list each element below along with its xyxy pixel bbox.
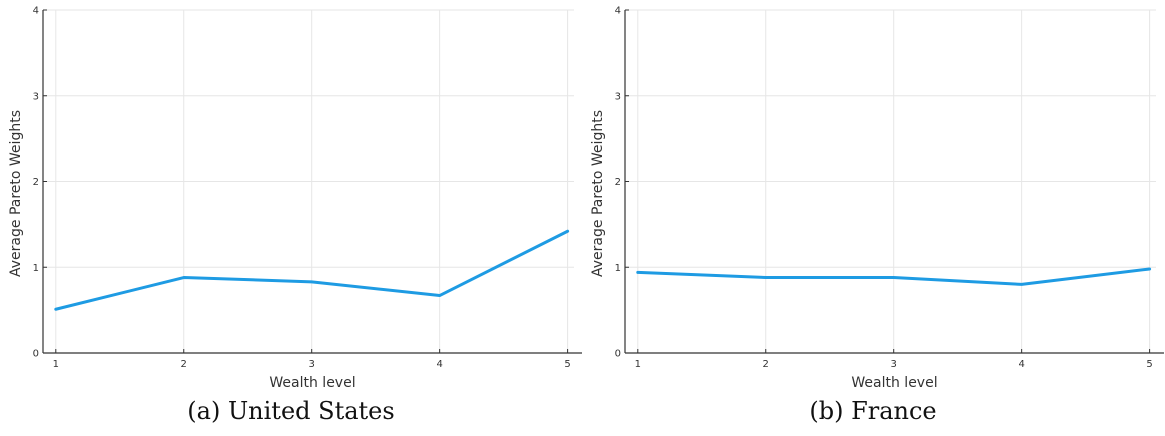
series-line: [54, 229, 570, 311]
series-line: [636, 267, 1152, 286]
y-tick-label: 1: [33, 263, 39, 274]
caption-france: (b) France: [809, 397, 937, 425]
y-axis-label: Average Pareto Weights: [8, 110, 24, 277]
x-tick-label: 3: [309, 359, 315, 370]
x-axis-label: Wealth level: [269, 375, 355, 391]
y-tick-label: 3: [33, 91, 39, 102]
y-tick-label: 0: [33, 349, 39, 360]
x-tick-label: 5: [1146, 359, 1152, 370]
x-tick-label: 5: [564, 359, 570, 370]
line-chart-united-states: 1 2 3 4 5 0 1 2 3 4 Wealth level Average Pareto Wei…: [8, 6, 582, 391]
y-tick-label: 2: [33, 177, 39, 188]
y-axis-label: Average Pareto Weights: [590, 110, 606, 277]
y-tick-label: 4: [33, 6, 39, 17]
x-tick-label: 4: [436, 359, 442, 370]
y-tick-label: 2: [615, 177, 621, 188]
y-tick-label: 1: [615, 263, 621, 274]
y-tick-label: 4: [615, 6, 621, 17]
caption-united-states: (a) United States: [187, 397, 395, 425]
x-tick-label: 2: [763, 359, 769, 370]
x-tick-label: 4: [1018, 359, 1024, 370]
chart-panel-france: 1 2 3 4 5 0 1 2 3 4 Wealth level Average Pareto Wei…: [582, 0, 1164, 436]
x-tick-label: 1: [53, 359, 59, 370]
x-tick-label: 2: [181, 359, 187, 370]
x-axis-label: Wealth level: [851, 375, 937, 391]
y-tick-label: 0: [615, 349, 621, 360]
line-chart-france: 1 2 3 4 5 0 1 2 3 4 Wealth level Average Pareto Wei…: [590, 6, 1164, 391]
y-tick-label: 3: [615, 91, 621, 102]
chart-panel-united-states: 1 2 3 4 5 0 1 2 3 4 Wealth level Average Pareto Wei…: [0, 0, 582, 436]
x-tick-label: 1: [635, 359, 641, 370]
x-tick-label: 3: [891, 359, 897, 370]
